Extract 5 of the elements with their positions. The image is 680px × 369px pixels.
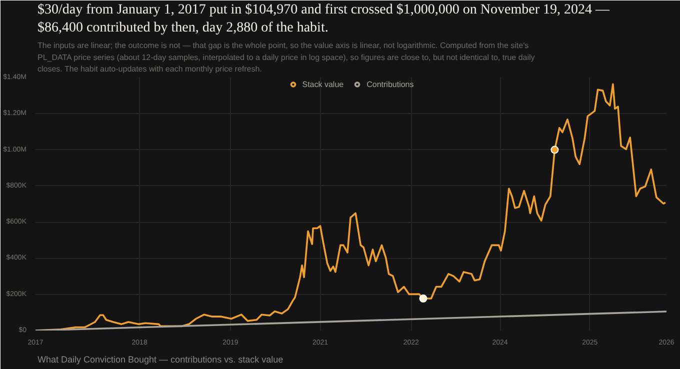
chart-title: $30/day from January 1, 2017 put in $104,970 and first crossed $1,000,000 on November 19, 2024 — $86,400 contributed by then, day 2,880 of the habit. xyxy=(38,2,610,36)
text: What Daily Conviction Bought — contributions vs. stack value xyxy=(38,354,284,364)
legend-label: Contributions xyxy=(366,80,414,88)
chart-subtitle: The inputs are linear; the outcome is not — that gap is the whole point, so the value axis is linear, not logarithmic. Computed from the site's PL_DATA price series (about 12-day samples, interpolated to a daily price in log space), so figures are close to, but not identical to, true daily closes. The habit auto-updates with each monthly price refresh. xyxy=(38,41,535,74)
legend-label: Stack value xyxy=(302,80,344,88)
